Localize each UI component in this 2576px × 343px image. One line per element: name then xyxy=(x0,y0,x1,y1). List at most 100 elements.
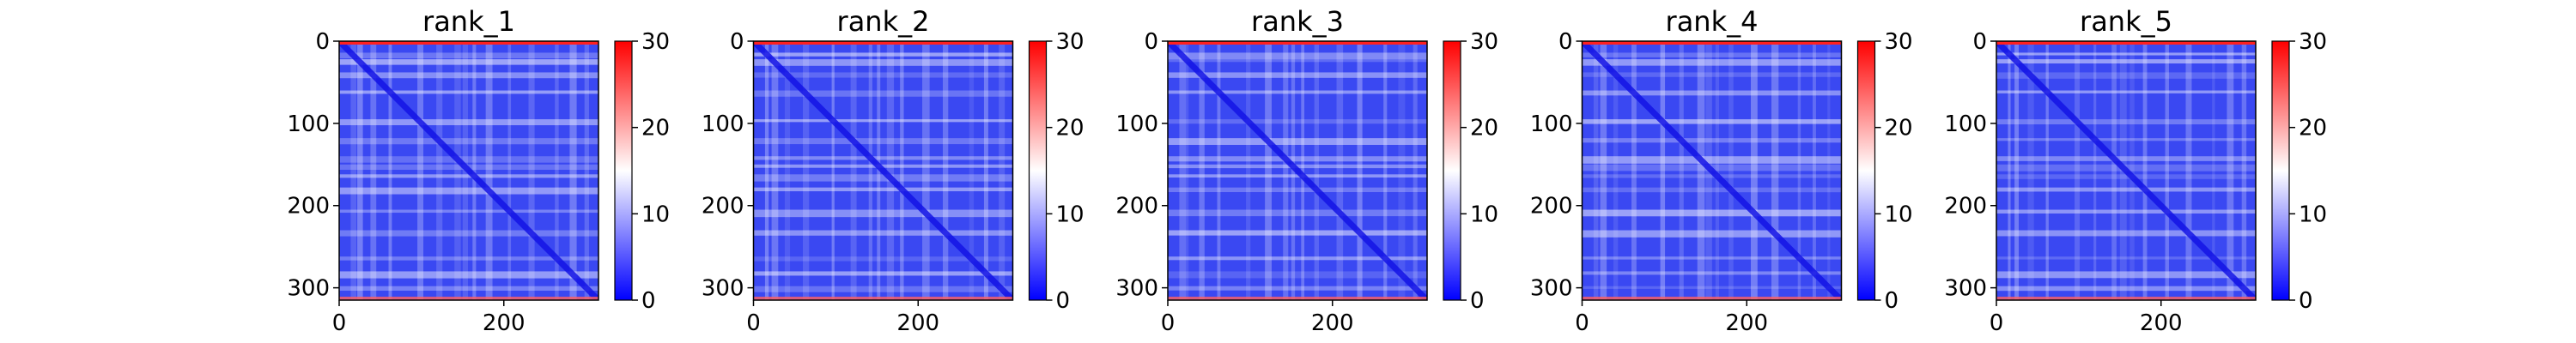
heatmap-band-v xyxy=(454,41,461,300)
heatmap-band-h xyxy=(339,156,598,163)
x-tick-label: 0 xyxy=(746,310,761,336)
heatmap-band-v xyxy=(1179,41,1187,300)
colorbar-tick-label: 10 xyxy=(2299,202,2327,227)
heatmap-band-h xyxy=(339,187,598,195)
axes-frame xyxy=(1996,40,2257,301)
heatmap-edge-bottom xyxy=(753,297,1013,300)
x-tick-label: 0 xyxy=(1990,310,2004,336)
heatmap-band-h xyxy=(1996,138,2256,141)
heatmap-band-h xyxy=(1582,52,1842,57)
heatmap-band-h xyxy=(339,90,598,94)
x-tick-label: 200 xyxy=(1725,310,1768,336)
heatmap-band-h xyxy=(753,174,1013,182)
heatmap-band-v xyxy=(1199,41,1205,300)
y-tick-label: 0 xyxy=(1972,29,1987,55)
heatmap-band-h xyxy=(1582,90,1842,96)
heatmap-band-h xyxy=(753,256,1013,262)
heatmap-band-v xyxy=(1613,41,1619,300)
heatmap-band-h xyxy=(753,59,1013,66)
heatmap-band-v xyxy=(1679,41,1684,300)
heatmap-band-v xyxy=(2075,41,2081,300)
heatmap-band-h xyxy=(1996,72,2256,79)
heatmap-band-h xyxy=(339,271,598,279)
heatmap-band-v xyxy=(868,41,872,300)
x-tick-label: 200 xyxy=(2140,310,2183,336)
heatmap-band-v xyxy=(1797,41,1801,300)
heatmap-band-h xyxy=(339,174,598,178)
axes-frame xyxy=(338,40,599,301)
heatmap-band-v xyxy=(1728,41,1734,300)
y-tick-label: 200 xyxy=(1944,194,1987,220)
colorbar-tick-label: 10 xyxy=(1470,202,1498,227)
heatmap-band-h xyxy=(1996,90,2256,93)
y-tick-label: 200 xyxy=(702,194,744,220)
heatmap-band-v xyxy=(1413,41,1418,300)
axes-frame xyxy=(1167,40,1428,301)
heatmap-band-h xyxy=(1168,164,1427,169)
heatmap-band-h xyxy=(1582,59,1842,66)
heatmap-band-h xyxy=(339,59,598,65)
heatmap-band-h xyxy=(1582,72,1842,77)
heatmap-band-h xyxy=(339,72,598,79)
y-tick-label: 200 xyxy=(287,194,330,220)
heatmap-band-v xyxy=(1186,41,1189,300)
heatmap-band-v xyxy=(584,41,589,300)
heatmap-band-h xyxy=(1168,156,1427,162)
colorbar-tick-label: 20 xyxy=(2299,116,2327,141)
heatmap-band-h xyxy=(1168,286,1427,291)
heatmap-band-v xyxy=(2165,41,2169,300)
heatmap-band-v xyxy=(1301,41,1305,300)
heatmap-band-v xyxy=(900,41,904,300)
heatmap-band-v xyxy=(784,41,791,300)
heatmap-diagonal xyxy=(753,41,1013,300)
heatmap-area xyxy=(1996,41,2256,300)
colorbar-tick-label: 0 xyxy=(1885,288,1899,314)
heatmap-diagonal xyxy=(339,41,598,300)
colorbar xyxy=(1028,40,1048,301)
heatmap-edge-top xyxy=(1168,41,1427,45)
heatmap-band-v xyxy=(555,41,559,300)
heatmap-band-v xyxy=(1751,41,1758,300)
heatmap-band-v xyxy=(417,41,424,300)
heatmap-band-v xyxy=(2008,41,2011,300)
heatmap-band-v xyxy=(886,41,895,300)
y-tick-label: 100 xyxy=(702,111,744,137)
colorbar-tick-label: 30 xyxy=(1885,29,1913,55)
colorbar-tick-label: 10 xyxy=(641,202,670,227)
heatmap-band-h xyxy=(1582,156,1842,164)
heatmap-band-v xyxy=(2111,41,2117,300)
heatmap-edge-bottom xyxy=(1582,297,1842,300)
heatmap-band-h xyxy=(1996,286,2256,292)
heatmap-band-h xyxy=(1996,209,2256,214)
heatmap-band-v xyxy=(1593,41,1599,300)
heatmap-band-h xyxy=(1168,209,1427,217)
heatmap-band-h xyxy=(1168,256,1427,261)
heatmap-band-h xyxy=(753,156,1013,160)
heatmap-band-v xyxy=(983,41,988,300)
panel-title: rank_5 xyxy=(2080,5,2172,38)
heatmap-band-h xyxy=(1996,271,2256,279)
heatmap-band-v xyxy=(1697,41,1705,300)
axes-frame xyxy=(1581,40,1843,301)
y-tick-label: 100 xyxy=(287,111,330,137)
heatmap-band-h xyxy=(339,286,598,291)
heatmap-band-h xyxy=(753,90,1013,97)
heatmap-band-v xyxy=(1265,41,1272,300)
heatmap-band-v xyxy=(485,41,493,300)
heatmap-edge-bottom xyxy=(339,297,598,300)
heatmap-band-h xyxy=(339,119,598,126)
heatmap-band-v xyxy=(850,41,857,300)
colorbar-tick-label: 20 xyxy=(641,116,670,141)
heatmap-band-v xyxy=(1600,41,1607,300)
y-tick-label: 0 xyxy=(1144,29,1158,55)
heatmap-band-h xyxy=(1168,90,1427,94)
panel-title: rank_4 xyxy=(1666,5,1759,38)
y-tick-label: 0 xyxy=(730,29,744,55)
heatmap-band-v xyxy=(1336,41,1344,300)
heatmap-area xyxy=(339,41,598,300)
colorbar xyxy=(614,40,633,301)
